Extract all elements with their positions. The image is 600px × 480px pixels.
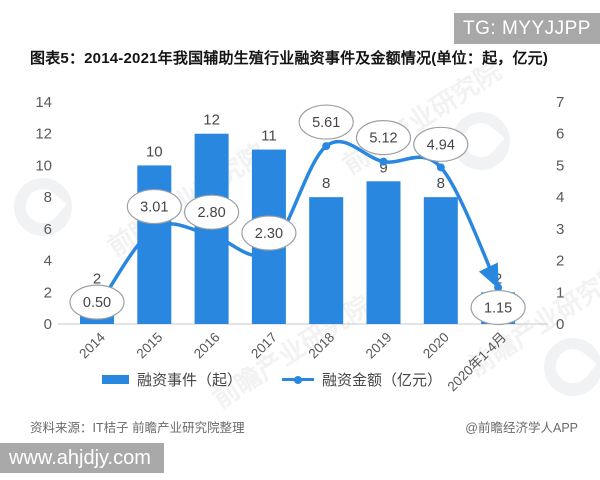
legend-label: 融资事件（起）	[136, 372, 242, 389]
point-label-bubble	[69, 284, 125, 320]
point-label-text: 5.61	[312, 115, 340, 131]
url-watermark-bar: www.ahjdjy.com	[0, 443, 164, 473]
bar-value-label: 8	[437, 175, 445, 192]
chart-title: 图表5：2014-2021年我国辅助生殖行业融资事件及金额情况(单位：起，亿元)	[30, 50, 549, 67]
line-dot-icon	[294, 375, 302, 384]
x-axis-label: 2015	[134, 330, 166, 362]
point-label-text: 0.50	[83, 295, 111, 311]
right-axis-tick: 0	[556, 316, 564, 333]
line-swatch-icon	[282, 375, 314, 384]
left-axis-tick: 2	[44, 284, 52, 301]
line-point-2015	[150, 224, 159, 233]
bar-value-label: 11	[261, 128, 277, 145]
right-axis-tick: 7	[556, 94, 564, 111]
bar-2020	[423, 197, 458, 324]
right-axis-tick: 1	[556, 284, 564, 301]
line-point-2020	[436, 163, 445, 172]
bar-value-label: 12	[203, 112, 220, 129]
left-axis-tick: 12	[35, 126, 52, 143]
left-axis-tick: 14	[35, 94, 52, 111]
left-axis-tick: 10	[35, 157, 52, 174]
legend-label: 融资金额（亿元）	[322, 372, 443, 389]
line-point-2016	[207, 231, 216, 240]
right-axis-tick: 2	[556, 253, 564, 270]
x-axis-label: 2017	[248, 330, 280, 362]
bar-2018	[309, 197, 344, 324]
left-axis-tick: 0	[44, 316, 52, 333]
point-label-text: 3.01	[140, 200, 168, 216]
point-label-bubble	[298, 104, 354, 140]
chart-footer: 资料来源：IT桔子 前瞻产业研究院整理 @前瞻经济学人APP	[30, 417, 578, 436]
bar-value-label: 8	[322, 175, 330, 192]
right-axis-tick: 6	[556, 126, 564, 143]
point-label-text: 5.12	[369, 131, 397, 147]
x-axis-label: 2019	[363, 330, 395, 362]
point-label-bubble	[241, 215, 297, 251]
point-label-text: 2.80	[197, 205, 225, 221]
credit-text: @前瞻经济学人APP	[465, 421, 578, 435]
bar-value-label: 10	[146, 143, 163, 160]
right-axis-tick: 3	[556, 221, 564, 238]
bar-swatch-icon	[101, 375, 129, 384]
point-label-text: 4.94	[427, 137, 455, 153]
point-label-bubble	[184, 194, 240, 230]
x-axis-label: 2016	[191, 330, 223, 362]
line-point-2018	[322, 142, 331, 151]
bar-value-label: 9	[379, 159, 387, 176]
point-label-bubble	[355, 120, 412, 156]
bar-value-label: 2	[93, 270, 101, 287]
right-axis-tick: 4	[556, 189, 564, 206]
source-text: 资料来源：IT桔子 前瞻产业研究院整理	[30, 421, 245, 435]
point-label-bubble	[126, 188, 182, 225]
x-axis-label: 2018	[305, 330, 337, 362]
line-point-2019	[379, 157, 388, 166]
x-axis-label: 2014	[76, 329, 108, 361]
legend-item-bar-series: 融资事件（起）	[101, 369, 242, 390]
left-axis-tick: 8	[44, 189, 52, 206]
point-label-text: 1.15	[484, 301, 512, 317]
left-axis-tick: 4	[44, 253, 52, 270]
point-label-bubble	[470, 289, 526, 326]
legend-item-line-series: 融资金额（亿元）	[282, 369, 442, 390]
x-axis-label: 2020	[420, 330, 452, 362]
left-axis-tick: 6	[44, 221, 52, 238]
line-point-2020年1-4月	[494, 283, 503, 292]
bar-2019	[366, 181, 401, 324]
point-label-bubble	[413, 126, 469, 162]
chart-legend: 融资事件（起） 融资金额（亿元）	[0, 369, 572, 390]
point-label-text: 2.30	[255, 226, 283, 242]
right-axis-tick: 5	[556, 157, 564, 174]
tg-watermark-badge: TG: MYYJJPP	[454, 13, 600, 44]
